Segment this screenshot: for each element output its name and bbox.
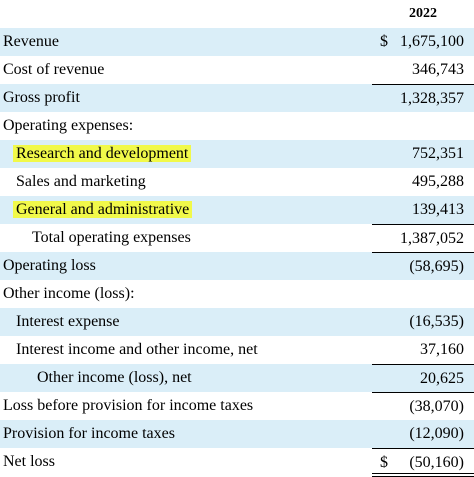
row-value: 20,625: [420, 370, 464, 387]
currency-symbol: $: [380, 33, 388, 50]
row-value: 1,387,052: [400, 230, 464, 247]
row-label: General and administrative: [13, 196, 193, 224]
row-value: 346,743: [412, 61, 464, 78]
row-sales-and-marketing: Sales and marketing 495,288: [0, 168, 474, 196]
row-label: Cost of revenue: [3, 61, 105, 78]
row-value: (38,070): [409, 398, 464, 415]
year-header: 2022: [409, 6, 437, 21]
row-interest-income: Interest income and other income, net 37…: [0, 336, 474, 364]
row-label: Operating loss: [3, 257, 96, 274]
row-value: (50,160): [409, 454, 464, 471]
row-value: 752,351: [412, 145, 464, 162]
row-revenue: Revenue $ 1,675,100: [0, 28, 474, 56]
row-value-cell: 1,387,052: [372, 224, 474, 247]
row-value-cell: 1,328,357: [372, 84, 474, 107]
row-label: Research and development: [13, 140, 192, 168]
row-value: 37,160: [420, 341, 464, 358]
row-value: (12,090): [409, 425, 464, 442]
row-value: 495,288: [412, 173, 464, 190]
row-label: Net loss: [3, 453, 55, 470]
row-label: Interest expense: [16, 313, 120, 330]
row-value: (16,535): [409, 313, 464, 330]
row-label: Operating expenses:: [3, 117, 134, 134]
row-gross-profit: Gross profit 1,328,357: [0, 84, 474, 112]
row-loss-before-taxes: Loss before provision for income taxes (…: [0, 392, 474, 420]
row-other-income-net: Other income (loss), net 20,625: [0, 364, 474, 392]
row-label: Sales and marketing: [16, 173, 146, 190]
row-value-cell: (38,070): [372, 392, 474, 415]
row-value: 139,413: [412, 201, 464, 218]
highlight-mark: General and administrative: [13, 201, 193, 218]
row-label: Gross profit: [3, 89, 80, 106]
row-net-loss: Net loss $ (50,160): [0, 448, 474, 476]
row-interest-expense: Interest expense (16,535): [0, 308, 474, 336]
row-total-operating-expenses: Total operating expenses 1,387,052: [0, 224, 474, 252]
row-provision-for-taxes: Provision for income taxes (12,090): [0, 420, 474, 448]
double-underline: [372, 473, 474, 477]
row-value-cell: 20,625: [372, 364, 474, 387]
row-value-cell: (58,695): [372, 252, 474, 275]
row-label: Provision for income taxes: [3, 425, 175, 442]
row-operating-loss: Operating loss (58,695): [0, 252, 474, 280]
column-header: 2022: [0, 0, 474, 28]
row-general-and-administrative: General and administrative 139,413: [0, 196, 474, 224]
row-operating-expenses-heading: Operating expenses:: [0, 112, 474, 140]
row-label: Revenue: [3, 33, 59, 50]
row-cost-of-revenue: Cost of revenue 346,743: [0, 56, 474, 84]
row-value: 1,328,357: [400, 90, 464, 107]
row-label: Interest income and other income, net: [16, 341, 258, 358]
row-label: Loss before provision for income taxes: [3, 397, 254, 414]
row-value: 1,675,100: [400, 33, 464, 50]
row-label: Other income (loss), net: [37, 369, 192, 386]
row-value: (58,695): [409, 258, 464, 275]
row-other-income-heading: Other income (loss):: [0, 280, 474, 308]
row-label: Other income (loss):: [3, 285, 135, 302]
highlight-mark: Research and development: [13, 145, 192, 162]
row-label: Total operating expenses: [32, 229, 191, 246]
row-research-and-development: Research and development 752,351: [0, 140, 474, 168]
row-value-cell: $ (50,160): [372, 448, 474, 471]
currency-symbol: $: [380, 454, 388, 471]
